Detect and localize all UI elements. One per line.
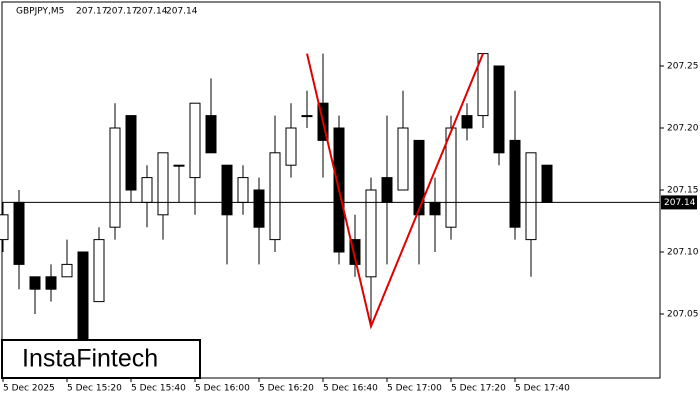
x-tick-label: 5 Dec 17:40 [515,384,570,394]
candle-body [221,164,233,216]
candle-body [493,65,505,154]
candle-body [93,239,105,303]
candle-body [253,189,265,228]
candle-body [525,152,537,241]
header-value: 207.14 [136,7,168,17]
x-tick-label: 5 Dec 16:20 [259,384,314,394]
x-tick-label: 5 Dec 15:20 [67,384,122,394]
y-tick-label: 207.20 [667,124,699,134]
header-value: 207.17 [76,7,108,17]
x-tick-label: 5 Dec 15:40 [131,384,186,394]
chart-title: GBPJPY,M5 [16,7,64,17]
x-tick-label: 5 Dec 2025 [3,384,55,394]
x-tick-label: 5 Dec 17:00 [387,384,442,394]
candle-body [0,214,9,241]
candle-body [29,276,41,290]
x-tick-label: 5 Dec 16:00 [195,384,250,394]
candle-body [141,177,153,203]
y-tick-label: 207.10 [667,248,699,258]
candle-body [237,177,249,203]
candle-body [285,127,297,166]
candle-body [381,177,393,203]
pattern-line [306,53,484,330]
candle-body [301,115,313,118]
candle-body [61,263,73,278]
candle-body [13,201,25,265]
candle-body [173,164,185,167]
candle-body [205,115,217,154]
candle-body [109,127,121,228]
candle-body [541,164,553,203]
candle-body [125,115,137,191]
header-value: 207.17 [106,7,138,17]
candle-body [397,127,409,191]
logo: InstaFintech [22,345,158,373]
candle-body [77,251,89,340]
current-price-box [661,195,697,210]
candle-body [509,139,521,228]
candle-body [189,102,201,179]
y-tick-label: 207.15 [667,186,699,196]
y-tick-label: 207.05 [667,310,699,320]
candle-body [445,127,457,228]
candle-body [365,189,377,278]
current-price-label: 207.14 [664,198,696,208]
candle-body [269,152,281,241]
logo-box [1,339,201,379]
x-tick-label: 5 Dec 17:20 [451,384,506,394]
candle-body [349,239,361,265]
x-tick-label: 5 Dec 16:40 [323,384,378,394]
plot-area [0,53,660,345]
candle-body [461,115,473,129]
y-tick-label: 207.25 [667,62,699,72]
candle-body [413,139,425,216]
candle-body [45,276,57,290]
candle-body [157,152,169,216]
candle-body [429,201,441,216]
header-value: 207.14 [166,7,198,17]
